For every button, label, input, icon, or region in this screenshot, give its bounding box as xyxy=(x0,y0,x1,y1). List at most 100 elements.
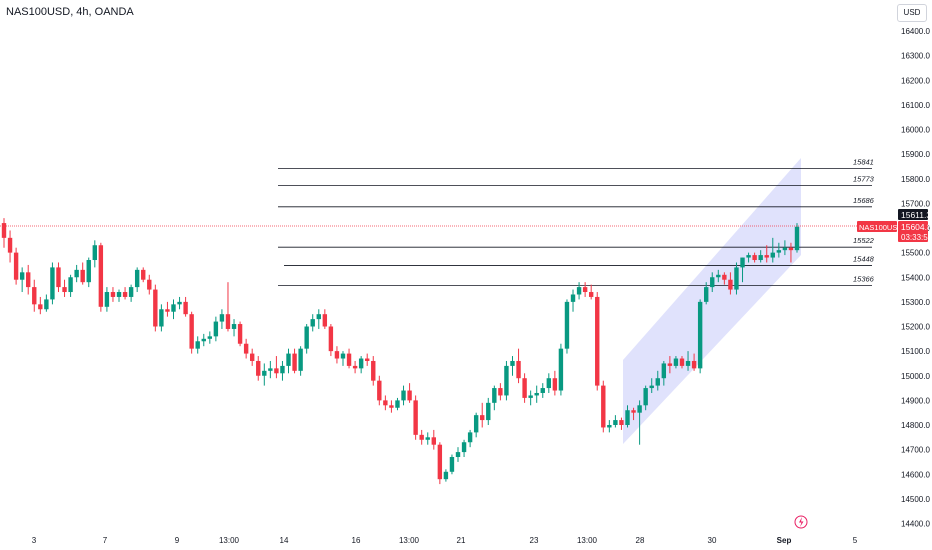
candle[interactable] xyxy=(147,274,152,295)
candle[interactable] xyxy=(510,356,515,376)
candle[interactable] xyxy=(292,348,297,374)
candle[interactable] xyxy=(631,407,636,421)
candle[interactable] xyxy=(213,316,219,342)
candle[interactable] xyxy=(86,257,91,288)
candle[interactable] xyxy=(473,412,479,438)
candle[interactable] xyxy=(691,353,697,371)
candle[interactable] xyxy=(358,356,364,374)
candle[interactable] xyxy=(522,373,527,403)
candle[interactable] xyxy=(310,314,315,332)
candle[interactable] xyxy=(183,296,188,317)
candle[interactable] xyxy=(564,299,570,354)
candle[interactable] xyxy=(334,346,340,364)
candle[interactable] xyxy=(104,287,110,312)
candle[interactable] xyxy=(673,356,679,369)
candle[interactable] xyxy=(32,279,37,312)
candle[interactable] xyxy=(740,257,745,283)
candle[interactable] xyxy=(486,397,491,425)
candle[interactable] xyxy=(383,395,388,411)
candle[interactable] xyxy=(50,262,55,305)
candle[interactable] xyxy=(431,429,436,450)
candle[interactable] xyxy=(764,245,769,263)
candle[interactable] xyxy=(480,402,485,428)
candle[interactable] xyxy=(38,296,43,315)
candle[interactable] xyxy=(340,351,346,366)
time-axis[interactable]: 3 7 9 13:00 14 16 13:00 21 23 13:00 28 30 Sep 5 xyxy=(32,536,858,545)
candle[interactable] xyxy=(316,309,321,329)
candle[interactable] xyxy=(794,223,800,253)
candle[interactable] xyxy=(268,360,273,379)
candle[interactable] xyxy=(371,356,376,386)
candle[interactable] xyxy=(98,242,104,312)
candle[interactable] xyxy=(231,319,237,337)
candle[interactable] xyxy=(389,400,394,413)
candle[interactable] xyxy=(728,272,733,295)
candle[interactable] xyxy=(722,272,727,285)
candle[interactable] xyxy=(425,432,430,445)
candle[interactable] xyxy=(679,356,685,369)
candle[interactable] xyxy=(528,390,533,406)
candle[interactable] xyxy=(280,360,285,381)
candle[interactable] xyxy=(758,250,763,263)
candle[interactable] xyxy=(395,397,400,411)
candle[interactable] xyxy=(159,304,164,332)
candle[interactable] xyxy=(377,375,382,406)
candle[interactable] xyxy=(346,348,352,369)
candle[interactable] xyxy=(619,417,624,430)
candle[interactable] xyxy=(237,321,243,347)
candle[interactable] xyxy=(304,324,309,354)
candle[interactable] xyxy=(467,429,473,448)
candle[interactable] xyxy=(328,324,334,357)
candle[interactable] xyxy=(498,383,503,401)
candle[interactable] xyxy=(649,378,654,393)
candle[interactable] xyxy=(437,442,443,485)
candles[interactable] xyxy=(1,218,800,485)
candle[interactable] xyxy=(637,400,642,445)
candle[interactable] xyxy=(419,429,424,445)
candle[interactable] xyxy=(286,348,291,374)
candle[interactable] xyxy=(776,242,782,258)
candle[interactable] xyxy=(274,356,279,379)
candle[interactable] xyxy=(262,363,267,386)
candle[interactable] xyxy=(110,287,116,302)
candle[interactable] xyxy=(74,264,79,283)
candle[interactable] xyxy=(62,279,67,297)
candle[interactable] xyxy=(734,262,739,295)
candle[interactable] xyxy=(122,287,128,300)
candle[interactable] xyxy=(243,338,249,359)
candle[interactable] xyxy=(461,439,467,458)
candle[interactable] xyxy=(770,237,775,263)
candle[interactable] xyxy=(365,353,370,366)
candle[interactable] xyxy=(752,252,757,263)
candle[interactable] xyxy=(177,296,182,310)
candle[interactable] xyxy=(128,284,134,302)
candle[interactable] xyxy=(449,454,455,475)
candle[interactable] xyxy=(588,284,594,300)
candle[interactable] xyxy=(534,385,539,403)
candle[interactable] xyxy=(576,282,582,300)
candle[interactable] xyxy=(13,247,19,285)
candle[interactable] xyxy=(625,405,630,428)
candle[interactable] xyxy=(601,380,606,433)
candle[interactable] xyxy=(788,242,794,263)
candle[interactable] xyxy=(655,370,660,391)
candle[interactable] xyxy=(667,356,673,374)
candle[interactable] xyxy=(56,262,61,293)
candle[interactable] xyxy=(661,360,667,386)
candle[interactable] xyxy=(746,252,751,263)
candle[interactable] xyxy=(92,240,98,268)
candle[interactable] xyxy=(201,333,206,347)
candle[interactable] xyxy=(225,282,231,332)
candle[interactable] xyxy=(613,415,618,428)
horizontal-levels[interactable]: 15841 15773 15686 15522 15448 15366 xyxy=(278,158,875,287)
candle[interactable] xyxy=(116,289,122,302)
candle[interactable] xyxy=(256,356,261,381)
candle[interactable] xyxy=(504,360,509,401)
candle[interactable] xyxy=(134,267,140,293)
candle[interactable] xyxy=(455,447,461,462)
candle[interactable] xyxy=(189,311,194,354)
candle[interactable] xyxy=(7,230,13,263)
candle[interactable] xyxy=(249,348,255,366)
candle[interactable] xyxy=(492,385,497,411)
